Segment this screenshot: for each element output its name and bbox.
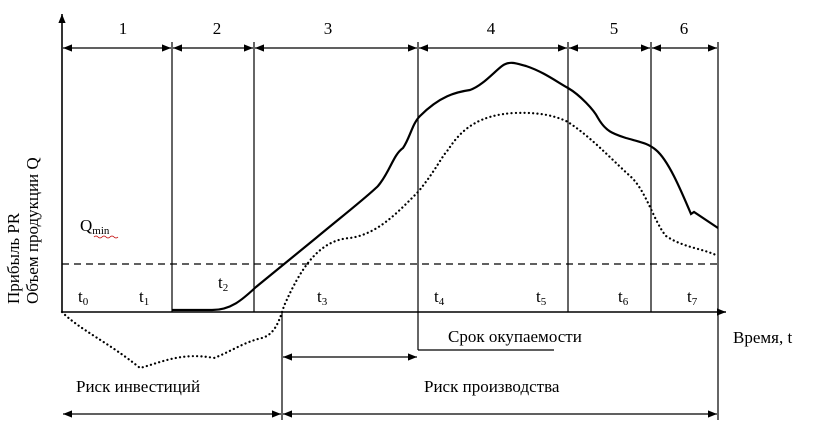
phase-label-5: 5 (610, 19, 619, 38)
phase-label-3: 3 (324, 19, 333, 38)
phase-label-4: 4 (487, 19, 496, 38)
phase-boundaries (171, 42, 719, 420)
profit-curve (172, 61, 719, 312)
y-axis-label-volume: Объем продукции Q (23, 157, 42, 304)
production-risk-label: Риск производства (424, 377, 560, 396)
time-mark-t0: t0 (78, 287, 89, 308)
time-mark-t6: t6 (618, 287, 629, 308)
payback-label: Срок окупаемости (448, 327, 582, 346)
time-mark-t7: t7 (687, 287, 698, 308)
time-mark-t5: t5 (536, 287, 547, 308)
phase-label-6: 6 (680, 19, 689, 38)
time-mark-t2: t2 (218, 273, 228, 294)
time-mark-t4: t4 (434, 287, 445, 308)
volume-curve (60, 111, 720, 370)
x-axis-label: Время, t (733, 328, 792, 347)
y-axis-label-profit: Прибыль PR (4, 212, 23, 304)
qmin-underline (93, 235, 119, 239)
investment-risk-label: Риск инвестиций (76, 377, 200, 396)
qmin-label: Qmin (80, 216, 110, 237)
time-mark-t1: t1 (139, 287, 149, 308)
phase-label-2: 2 (213, 19, 222, 38)
phase-label-1: 1 (119, 19, 128, 38)
time-mark-t3: t3 (317, 287, 328, 308)
